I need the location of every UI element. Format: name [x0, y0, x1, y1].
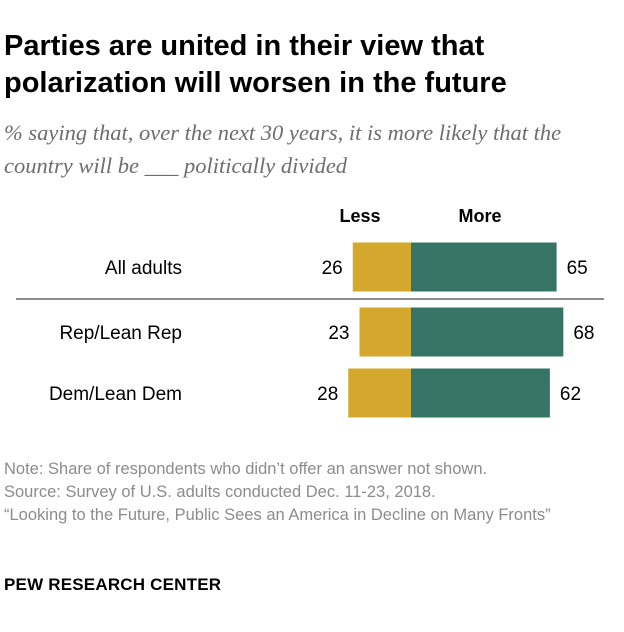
- value-label-less: 28: [317, 384, 338, 405]
- category-label: Rep/Lean Rep: [59, 323, 182, 344]
- legend-less: Less: [339, 206, 380, 226]
- value-label-less: 26: [322, 258, 343, 279]
- bar-less: [359, 307, 411, 357]
- chart-title: Parties are united in their view that po…: [4, 30, 507, 99]
- brand-logo-text: PEW RESEARCH CENTER: [4, 575, 222, 594]
- source-text: Source: Survey of U.S. adults conducted …: [4, 483, 436, 501]
- category-label: Dem/Lean Dem: [49, 384, 182, 405]
- report-title-text: “Looking to the Future, Public Sees an A…: [4, 506, 551, 524]
- bar-more: [411, 368, 550, 418]
- legend-more: More: [458, 206, 501, 226]
- value-label-more: 62: [560, 384, 581, 405]
- notes-block: Note: Share of respondents who didn’t of…: [4, 458, 614, 527]
- bar-less: [348, 368, 411, 418]
- bar-more: [411, 242, 557, 292]
- value-label-more: 65: [567, 258, 588, 279]
- category-label: All adults: [105, 258, 182, 279]
- note-text: Note: Share of respondents who didn’t of…: [4, 460, 488, 478]
- value-label-less: 23: [328, 323, 349, 344]
- bar-more: [411, 307, 564, 357]
- value-label-more: 68: [573, 323, 594, 344]
- bar-chart: Less More All adults 26 65 Rep/Lean Rep 23 68 De…: [16, 206, 604, 418]
- bar-less: [352, 242, 411, 292]
- chart-subtitle: % saying that, over the next 30 years, i…: [4, 120, 562, 178]
